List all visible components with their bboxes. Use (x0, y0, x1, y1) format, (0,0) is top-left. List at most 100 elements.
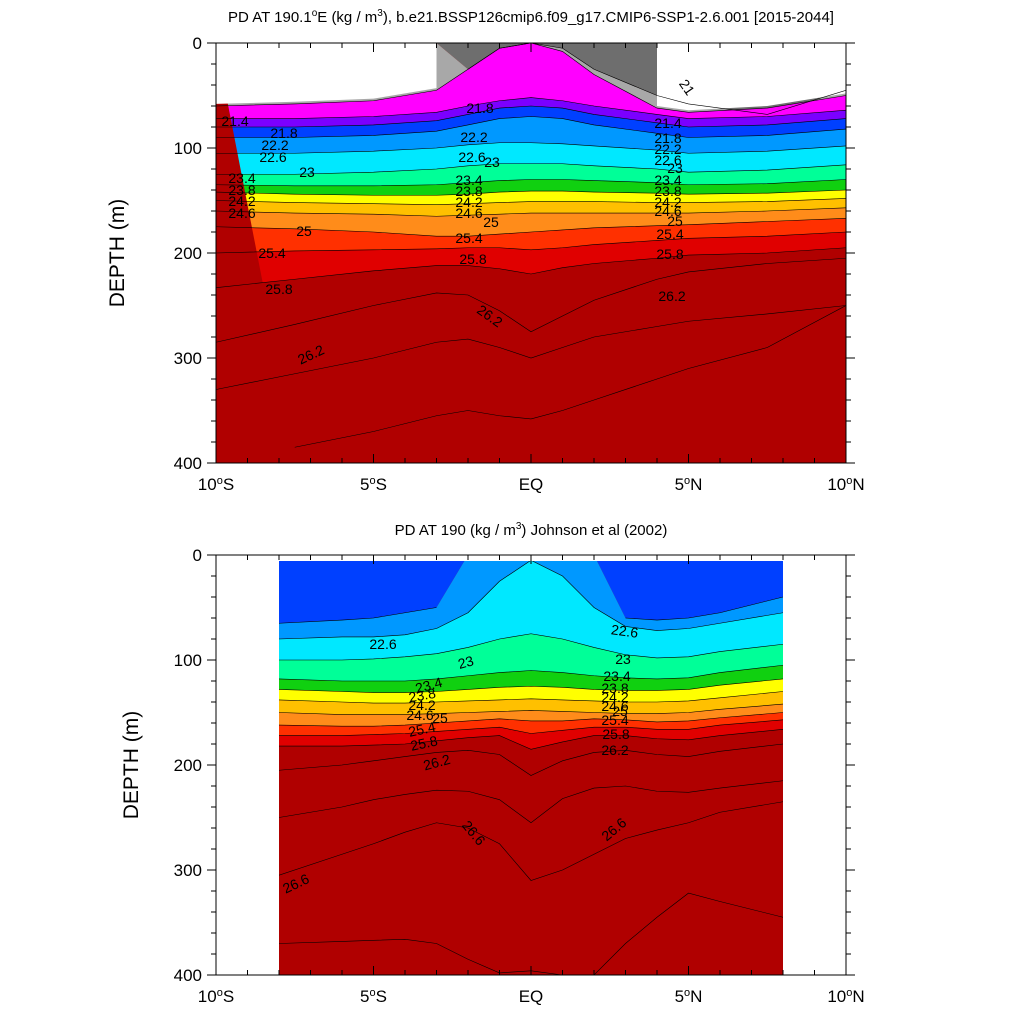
contour-label: 23.8 (228, 182, 255, 198)
x-tick-label: EQ (519, 475, 544, 494)
contour-line (279, 633, 783, 661)
contour-band (216, 43, 846, 448)
contour-line (216, 105, 846, 128)
contour-label: 24.2 (601, 689, 628, 705)
contour-band (279, 561, 783, 624)
y-tick-label: 0 (193, 34, 202, 53)
contour-line (279, 678, 783, 693)
x-tick-label: 5oS (360, 475, 387, 494)
contour-label: 23 (299, 164, 315, 180)
contour-label: 22.6 (369, 636, 396, 652)
contour-label: 23.4 (413, 674, 444, 697)
contour-label: 25 (667, 213, 683, 229)
contour-line (216, 179, 846, 187)
contour-label: 23 (484, 154, 500, 170)
contour-line (216, 198, 846, 206)
x-tick-label: 5oN (675, 475, 703, 494)
no-data-region (216, 43, 437, 104)
contour-line (216, 207, 846, 217)
contour-label: 25.4 (656, 226, 683, 242)
contour-label: 23 (615, 651, 631, 667)
contour-label: 23.4 (228, 170, 255, 186)
contour-label: 25.4 (258, 245, 285, 261)
top-contour-fills (216, 43, 846, 463)
x-tick-label: EQ (519, 987, 544, 1006)
contour-label: 24.6 (228, 205, 255, 221)
contour-label: 25.8 (656, 246, 683, 262)
contour-label: 21.8 (654, 130, 681, 146)
contour-band (216, 190, 846, 205)
contour-label: 21.4 (654, 115, 681, 131)
contour-band (279, 665, 783, 693)
contour-label: 24.6 (406, 707, 433, 723)
contour-line (216, 142, 846, 154)
y-tick-label: 100 (174, 651, 202, 670)
top-chart-title: PD AT 190.1oE (kg / m3), b.e21.BSSP126cm… (228, 8, 834, 26)
contour-line (279, 719, 783, 736)
contour-band (279, 704, 783, 727)
contour-line (294, 305, 846, 448)
contour-band (279, 691, 783, 715)
contour-band (216, 43, 846, 119)
contour-label: 21.8 (270, 125, 297, 141)
contour-band (216, 97, 846, 127)
x-tick-label: 5oS (360, 987, 387, 1006)
contour-line (279, 691, 783, 704)
contour-line (279, 780, 783, 824)
contour-label: 21.8 (466, 100, 493, 116)
top-contour-lines (216, 43, 846, 448)
top-y-axis-label: DEPTH (m) (106, 199, 129, 308)
contour-label: 25 (432, 710, 448, 726)
contour-label: 22.6 (610, 621, 639, 641)
y-tick-label: 300 (174, 861, 202, 880)
x-tick-label: 10oS (198, 475, 234, 494)
contour-band (279, 561, 783, 660)
contour-label: 23.4 (455, 172, 482, 188)
contour-line (279, 596, 783, 624)
contour-label: 23 (667, 160, 683, 176)
y-tick-label: 300 (174, 349, 202, 368)
y-tick-label: 200 (174, 756, 202, 775)
contour-line (216, 97, 846, 119)
y-tick-label: 200 (174, 244, 202, 263)
contour-label: 23.4 (654, 172, 681, 188)
no-data-region (216, 555, 279, 975)
contour-line (216, 218, 846, 237)
bottom-contour-lines (279, 561, 783, 975)
contour-line (279, 729, 783, 750)
contour-label: 25 (296, 223, 312, 239)
contour-band (279, 719, 783, 750)
contour-band (216, 218, 846, 253)
top-axes: 10oS 5oS EQ 5oN 10oN 0 100 200 300 400 (174, 34, 865, 494)
contour-label: 23 (456, 652, 475, 672)
contour-band (279, 729, 783, 776)
contour-line (216, 189, 846, 196)
bottom-chart-title: PD AT 190 (kg / m3) Johnson et al (2002) (395, 521, 668, 539)
contour-label: 23.8 (601, 680, 628, 696)
contour-band (279, 561, 783, 639)
contour-line (216, 116, 846, 138)
contour-band (279, 780, 783, 881)
contour-label: 24.6 (455, 205, 482, 221)
contour-band (216, 116, 846, 154)
y-tick-label: 0 (193, 546, 202, 565)
contour-band (216, 163, 846, 186)
contour-label: 22.2 (460, 129, 487, 145)
contour-label: 21.4 (221, 113, 248, 129)
bottom-y-axis-label: DEPTH (m) (120, 711, 143, 820)
x-tick-label: 10oN (827, 987, 864, 1006)
contour-line (279, 712, 783, 727)
contour-label: 26.2 (658, 288, 685, 304)
contour-band (216, 232, 846, 288)
contour-band (216, 247, 846, 343)
contour-line (279, 743, 783, 776)
contour-band (279, 633, 783, 681)
contour-label: 26.2 (421, 751, 452, 774)
contour-label: 24.2 (654, 194, 681, 210)
contour-band (216, 179, 846, 196)
no-data-region (783, 555, 846, 975)
contour-label: 25.4 (407, 718, 437, 739)
contour-line (216, 231, 846, 254)
contour-label: 22.6 (654, 152, 681, 168)
contour-label: 25.8 (409, 732, 439, 753)
